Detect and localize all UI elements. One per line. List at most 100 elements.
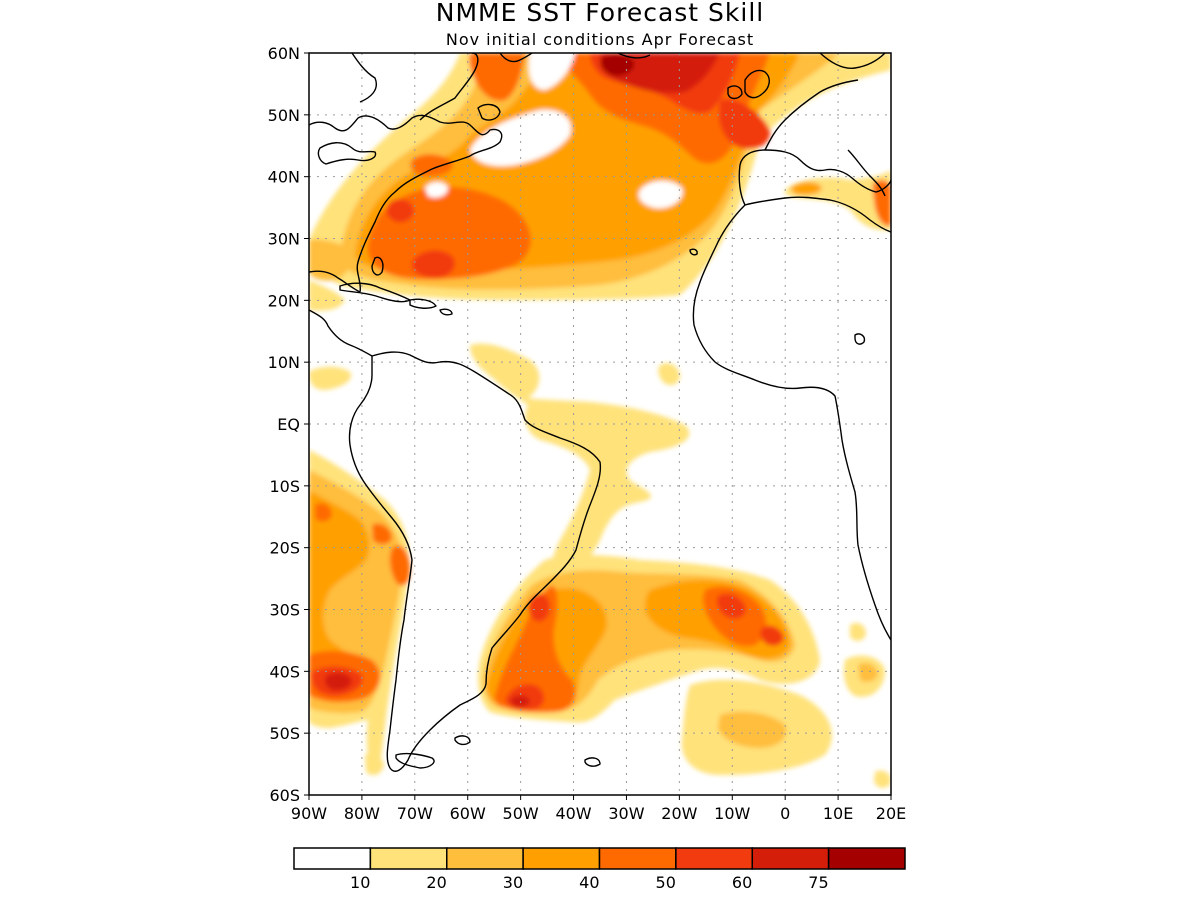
coast-north-america — [309, 114, 503, 293]
skill-band-n-atlantic-9 — [411, 250, 455, 278]
coast-central-america — [309, 309, 373, 357]
tick-label-lon: 60W — [450, 804, 486, 823]
coast-newfoundland — [477, 103, 501, 121]
tick-label-lat: 50N — [268, 106, 300, 125]
tick-label-lat: 20S — [269, 539, 300, 558]
tick-label-lon: 20W — [661, 804, 697, 823]
skill-band-n-atlantic-10 — [386, 198, 414, 223]
coast-france — [764, 79, 859, 151]
skill-band-swatl-8 — [528, 593, 550, 622]
tick-label-lon: 10W — [714, 804, 750, 823]
graticule — [309, 53, 891, 795]
skill-band-southern-6 — [850, 623, 866, 641]
tick-label-lon: 70W — [397, 804, 433, 823]
coast-falklands — [454, 735, 471, 746]
coast-scandinavia — [819, 53, 886, 69]
skill-band-sepac-7 — [389, 545, 410, 586]
coast-iberia — [738, 149, 891, 206]
colorbar-label: 20 — [426, 873, 446, 892]
coast-north-africa — [744, 196, 891, 233]
skill-band-swatl-11 — [760, 625, 784, 646]
coast-great-lakes — [317, 142, 377, 165]
skill-band-med-2 — [790, 182, 822, 195]
tick-label-lon: 50W — [503, 804, 539, 823]
tick-label-lon: 80W — [344, 804, 380, 823]
tick-label-lon: 40W — [555, 804, 591, 823]
skill-hole-labrador — [528, 53, 575, 90]
colorbar-swatch — [675, 847, 753, 870]
coast-canaries — [689, 248, 698, 256]
colorbar-label: 60 — [732, 873, 752, 892]
skill-band-n-atlantic-6 — [469, 53, 525, 101]
skill-hole-gulf — [470, 109, 571, 167]
coast-gulf-of-mexico — [309, 270, 361, 293]
skill-band-gulf-1 — [309, 239, 352, 281]
colorbar-swatch — [827, 847, 906, 870]
coast-puerto-rico — [439, 308, 453, 316]
coastlines — [309, 53, 891, 772]
skill-hole-west — [425, 182, 448, 198]
coast-italy — [847, 149, 886, 197]
tick-label-lon: 30W — [608, 804, 644, 823]
skill-band-n-atlantic-13 — [410, 154, 453, 177]
tick-label-lon: 20E — [876, 804, 906, 823]
skill-band-southern-5 — [365, 753, 384, 776]
tick-label-lat: 30S — [269, 601, 300, 620]
colorbar-swatch — [369, 847, 448, 870]
skill-band-sepac-6 — [324, 672, 352, 691]
colorbar: 10 20 30 40 50 60 75 — [293, 847, 906, 892]
axis-ticks: 60N 50N 40N 30N 20N 10N EQ 10S 20S 30S 40S 50S 60S90… — [268, 44, 907, 823]
skill-band-tropics-3 — [658, 363, 680, 386]
skill-band-swatl-5 — [494, 585, 576, 713]
tick-label-lon: 0 — [780, 804, 790, 823]
coast-tierra-del-fuego — [395, 752, 435, 769]
skill-band-tropics-2 — [309, 366, 352, 390]
coast-british-isles — [744, 69, 770, 99]
colorbar-swatch — [522, 847, 601, 870]
colorbar-label: 75 — [808, 873, 828, 892]
colorbar-swatch — [293, 847, 372, 870]
tick-label-lon: 90W — [291, 804, 327, 823]
coast-south-america — [348, 351, 602, 772]
map-panel: 60N 50N 40N 30N 20N 10N EQ 10S 20S 30S 40S 50S 60S90… — [268, 44, 907, 823]
coast-ireland — [727, 85, 743, 100]
skill-band-sepac-8 — [315, 503, 332, 522]
skill-band-swatl-7 — [510, 695, 530, 708]
skill-band-sepac-9 — [372, 523, 392, 545]
tick-label-lat: 60N — [268, 44, 300, 63]
coast-florida — [371, 256, 384, 276]
skill-band-swatl-10 — [716, 593, 746, 619]
tick-label-lat: 30N — [268, 230, 300, 249]
chart-title: NMME SST Forecast Skill — [436, 0, 764, 27]
skill-band-gulf-2 — [309, 280, 345, 311]
skill-band-n-atlantic-8 — [718, 99, 771, 150]
coast-madagascar — [854, 333, 866, 345]
tick-label-lat: 40N — [268, 168, 300, 187]
skill-band-southern-7 — [874, 770, 891, 788]
colorbar-label: 10 — [350, 873, 370, 892]
colorbar-label: 40 — [579, 873, 599, 892]
tick-label-lon: 10E — [823, 804, 853, 823]
tick-label-lat: 10S — [269, 477, 300, 496]
colorbar-swatch — [751, 847, 830, 870]
colorbar-label: 50 — [656, 873, 676, 892]
tick-label-lat: 60S — [269, 786, 300, 805]
skill-hole-azores — [638, 180, 683, 209]
coast-labrador — [419, 53, 479, 121]
coast-hispaniola — [409, 298, 437, 309]
tick-label-lat: 20N — [268, 291, 300, 310]
skill-band-southern-4 — [858, 662, 878, 682]
chart-subtitle: Nov initial conditions Apr Forecast — [446, 30, 754, 49]
skill-band-southern-2 — [718, 711, 787, 748]
colorbar-label: 30 — [503, 873, 523, 892]
skill-band-n-atlantic-12 — [600, 54, 635, 76]
skill-band-sepac-3 — [309, 490, 370, 703]
tick-label-lat: 50S — [269, 724, 300, 743]
colorbar-swatch — [598, 847, 677, 870]
coast-hudson — [351, 53, 377, 103]
coast-south-georgia — [584, 757, 601, 767]
tick-label-lat: EQ — [277, 415, 300, 434]
tick-label-lat: 10N — [268, 353, 300, 372]
coast-iceland — [617, 53, 651, 59]
coast-africa — [692, 204, 891, 641]
